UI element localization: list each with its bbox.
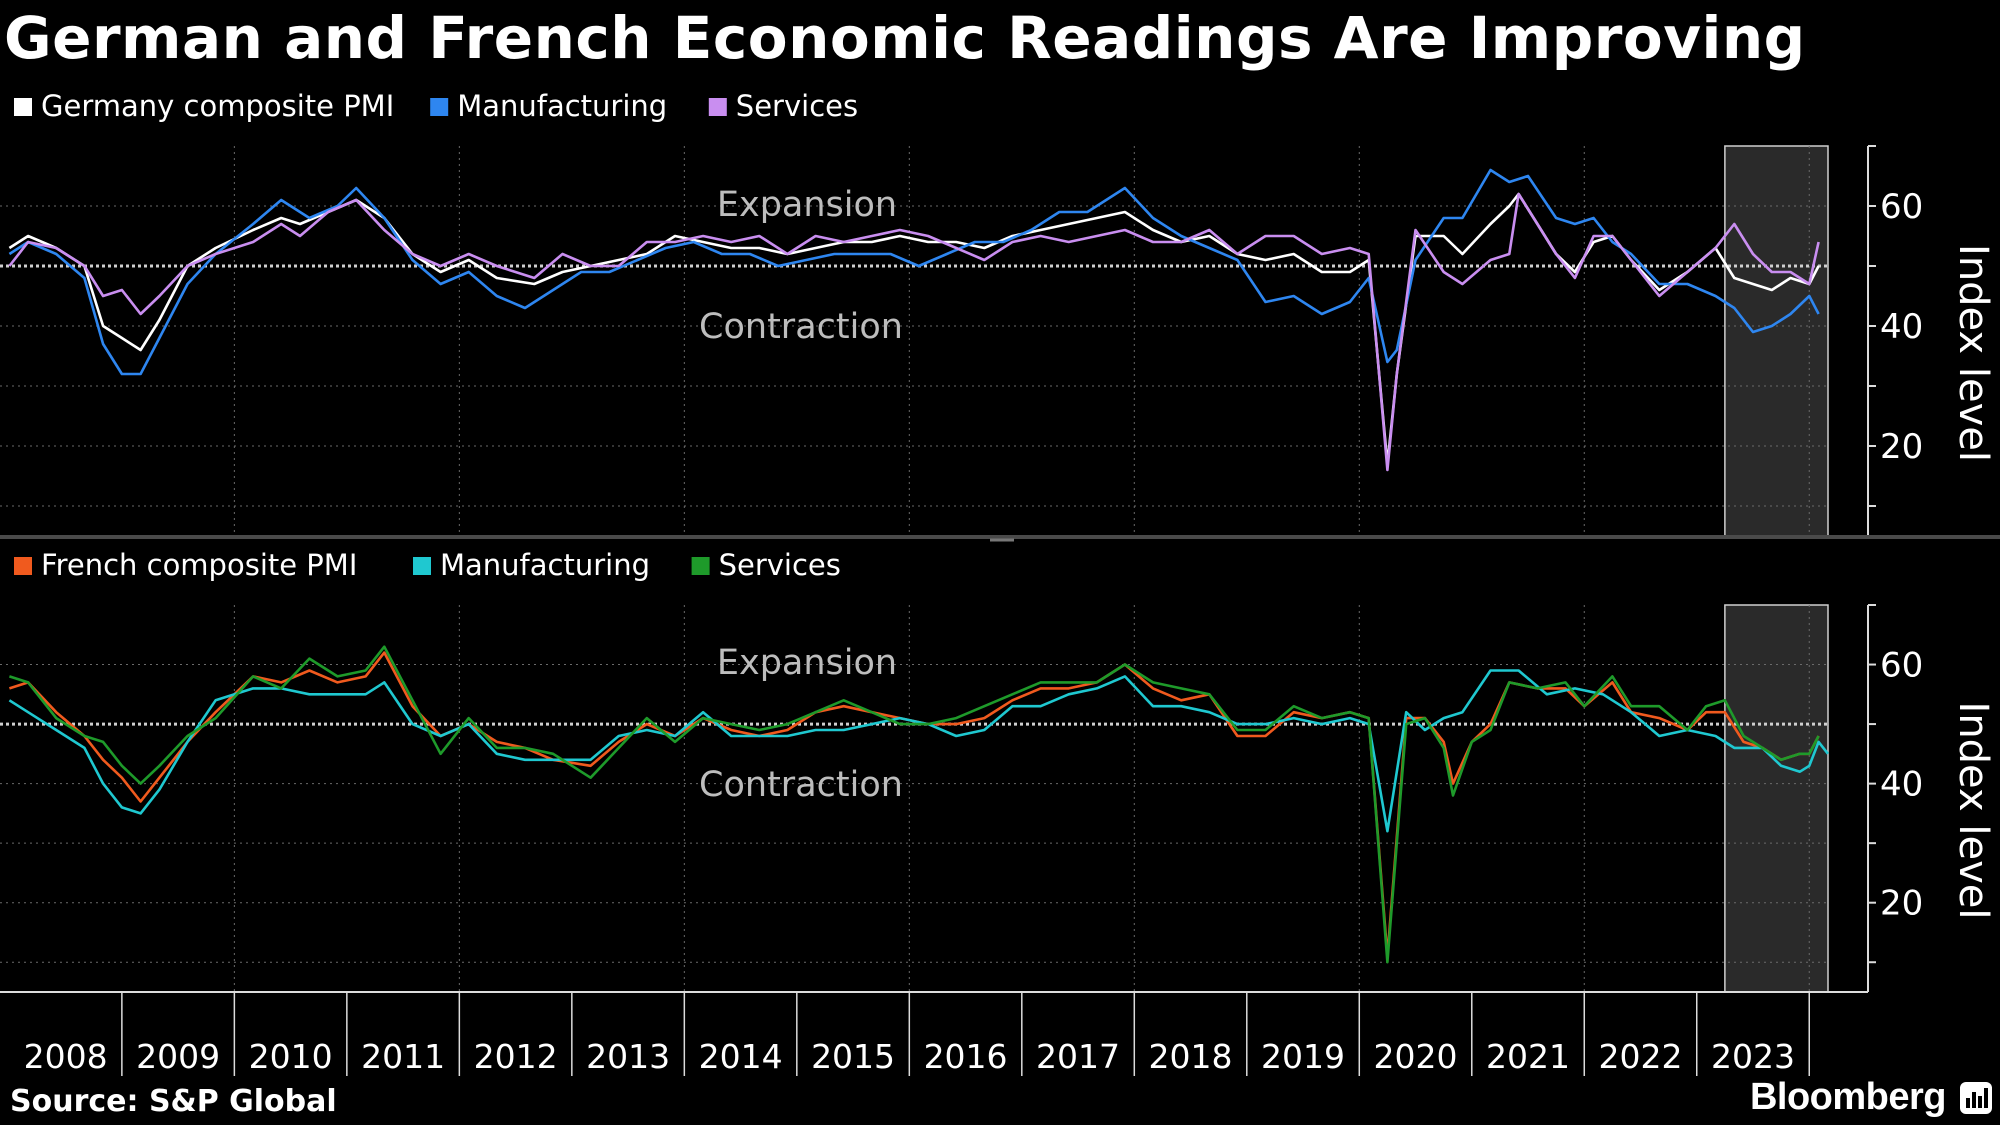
legend-label-2: Services bbox=[736, 89, 858, 123]
x-tick-label: 2011 bbox=[361, 1037, 445, 1076]
legend-swatch-1 bbox=[413, 557, 431, 575]
legend-label-1: Manufacturing bbox=[440, 548, 650, 582]
france-panel: Expansion Contraction 20 40 60 Index level Fre… bbox=[0, 548, 1996, 993]
y-axis-title: Index level bbox=[1950, 702, 1996, 920]
contraction-label: Contraction bbox=[699, 307, 903, 347]
x-tick-label: 2014 bbox=[699, 1037, 783, 1076]
bloomberg-bar-chart-icon bbox=[1960, 1082, 1992, 1114]
y-axis-title: Index level bbox=[1950, 244, 1996, 462]
source-note: Source: S&P Global bbox=[10, 1084, 337, 1119]
x-tick-label: 2017 bbox=[1036, 1037, 1120, 1076]
germany-panel: Expansion Contraction 20 40 60 Index level Ger… bbox=[0, 89, 1996, 537]
x-tick-label: 2010 bbox=[249, 1037, 333, 1076]
x-tick-label: 2015 bbox=[811, 1037, 895, 1076]
legend-label-1: Manufacturing bbox=[457, 89, 667, 123]
y-tick-label: 60 bbox=[1880, 646, 1923, 686]
series-line-1 bbox=[8, 168, 1820, 376]
x-tick-label: 2016 bbox=[924, 1037, 1008, 1076]
series-line-1 bbox=[8, 669, 1830, 833]
legend-label-0: Germany composite PMI bbox=[41, 89, 394, 123]
series-line-2 bbox=[8, 192, 1820, 472]
x-tick-label: 2009 bbox=[136, 1037, 220, 1076]
legend-label-0: French composite PMI bbox=[41, 548, 357, 582]
x-tick-label: 2020 bbox=[1374, 1037, 1458, 1076]
legend-swatch-2 bbox=[691, 557, 710, 575]
series-line-0 bbox=[9, 651, 1820, 958]
y-tick-label: 40 bbox=[1880, 765, 1923, 805]
series-line-0 bbox=[8, 192, 1820, 466]
x-tick-label: 2013 bbox=[586, 1037, 670, 1076]
legend-label-2: Services bbox=[719, 548, 841, 582]
expansion-label: Expansion bbox=[717, 643, 897, 683]
chart-title: German and French Economic Readings Are … bbox=[4, 4, 1806, 72]
legend-swatch-0 bbox=[14, 98, 32, 116]
x-axis: 2008 2009 2010 2011 2012 2013 2014 2015 2016 2017… bbox=[0, 991, 1868, 1076]
x-tick-label: 2019 bbox=[1261, 1037, 1345, 1076]
y-tick-label: 20 bbox=[1880, 427, 1923, 467]
shaded-period bbox=[1724, 604, 1829, 993]
x-tick-label: 2021 bbox=[1486, 1037, 1570, 1076]
shaded-period bbox=[1724, 145, 1829, 537]
legend-swatch-1 bbox=[430, 98, 449, 116]
bloomberg-logo: Bloomberg bbox=[1749, 1076, 1947, 1118]
y-tick-label: 20 bbox=[1880, 884, 1923, 924]
y-tick-label: 60 bbox=[1880, 187, 1923, 227]
x-tick-label: 2022 bbox=[1599, 1037, 1683, 1076]
x-tick-label: 2012 bbox=[474, 1037, 558, 1076]
expansion-label: Expansion bbox=[717, 185, 897, 225]
legend-swatch-0 bbox=[14, 557, 32, 575]
contraction-label: Contraction bbox=[699, 765, 903, 805]
legend-swatch-2 bbox=[708, 98, 727, 116]
y-tick-label: 40 bbox=[1880, 307, 1923, 347]
x-tick-label: 2018 bbox=[1149, 1037, 1233, 1076]
x-tick-label: 2023 bbox=[1711, 1037, 1795, 1076]
x-tick-label: 2008 bbox=[24, 1037, 108, 1076]
series-line-2 bbox=[9, 645, 1820, 964]
